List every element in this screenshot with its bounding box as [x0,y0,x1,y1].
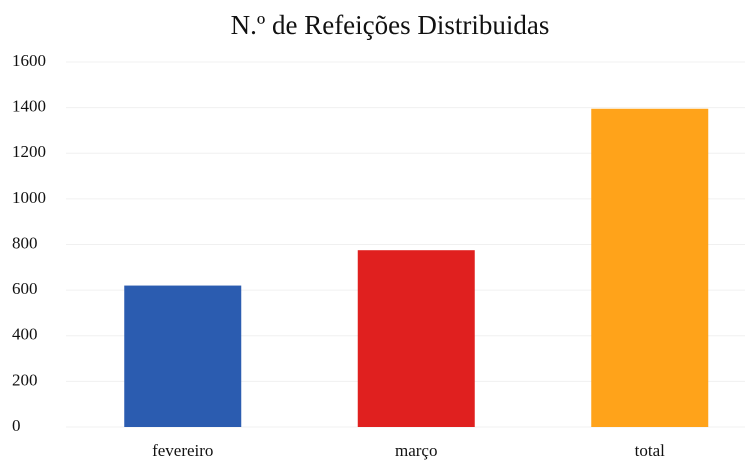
y-tick-label: 400 [12,325,38,344]
y-tick-label: 600 [12,279,38,298]
bar [357,250,475,427]
x-tick-label: fevereiro [152,441,213,460]
y-tick-label: 1400 [12,97,46,116]
bar [124,285,242,427]
y-tick-label: 800 [12,233,38,252]
y-tick-label: 1200 [12,142,46,161]
y-tick-label: 200 [12,370,38,389]
x-tick-label: março [395,441,437,460]
bar [591,108,709,427]
y-tick-label: 1000 [12,188,46,207]
chart-title: N.º de Refeições Distribuidas [231,10,550,40]
y-tick-label: 1600 [12,51,46,70]
y-tick-label: 0 [12,416,21,435]
x-tick-label: total [635,441,665,460]
